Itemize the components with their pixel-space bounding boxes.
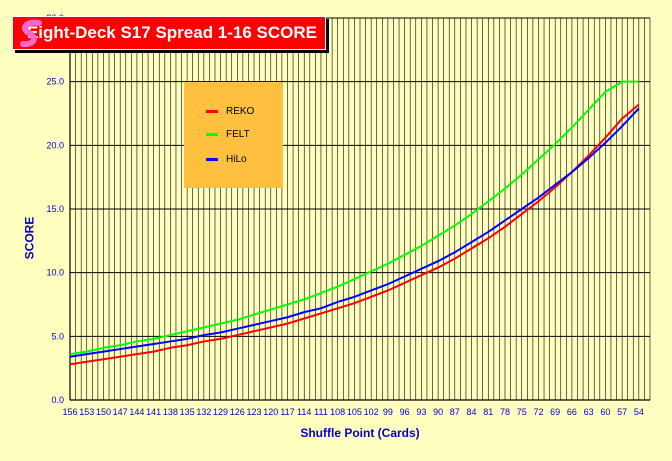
x-tick-label: 144 <box>129 407 144 417</box>
x-tick-label: 135 <box>180 407 195 417</box>
legend-label-hilo: HiLo <box>226 153 247 165</box>
legend: REKO FELT HiLo <box>184 82 283 188</box>
x-tick-label: 99 <box>383 407 393 417</box>
x-tick-label: 87 <box>450 407 460 417</box>
x-tick-label: 126 <box>230 407 245 417</box>
legend-item-felt: FELT <box>206 127 250 141</box>
y-tick-label: 10.0 <box>46 268 64 278</box>
x-tick-label: 105 <box>347 407 362 417</box>
x-tick-label: 102 <box>364 407 379 417</box>
x-axis-label: Shuffle Point (Cards) <box>300 426 420 440</box>
x-tick-label: 90 <box>433 407 443 417</box>
x-tick-label: 132 <box>196 407 211 417</box>
x-tick-label: 66 <box>567 407 577 417</box>
x-tick-label: 147 <box>113 407 128 417</box>
x-tick-label: 150 <box>96 407 111 417</box>
x-tick-label: 75 <box>517 407 527 417</box>
x-tick-label: 108 <box>330 407 345 417</box>
x-tick-label: 60 <box>600 407 610 417</box>
x-tick-label: 114 <box>297 407 311 417</box>
x-tick-label: 117 <box>280 407 294 417</box>
legend-label-reko: REKO <box>226 105 255 117</box>
chart-title-box: Eight-Deck S17 Spread 1-16 SCORE <box>12 16 326 50</box>
logo-icon <box>20 19 42 48</box>
x-tick-label: 156 <box>62 407 77 417</box>
x-tick-label: 129 <box>213 407 228 417</box>
x-tick-label: 120 <box>263 407 278 417</box>
x-tick-label: 54 <box>634 407 644 417</box>
legend-swatch-hilo <box>206 157 218 161</box>
x-tick-label: 72 <box>533 407 543 417</box>
y-tick-label: 25.0 <box>46 77 64 87</box>
x-tick-label: 96 <box>400 407 410 417</box>
legend-item-reko: REKO <box>206 104 254 118</box>
x-tick-label: 78 <box>500 407 510 417</box>
y-axis-label-box: SCORE <box>19 208 39 268</box>
x-tick-label: 81 <box>483 407 493 417</box>
x-tick-label: 153 <box>79 407 94 417</box>
series-line-hilo <box>69 107 640 358</box>
x-tick-label: 57 <box>617 407 627 417</box>
x-tick-label: 141 <box>146 407 161 417</box>
legend-swatch-felt <box>206 132 218 136</box>
x-tick-label: 63 <box>584 407 594 417</box>
series-line-reko <box>69 103 640 366</box>
y-tick-label: 5.0 <box>51 331 64 341</box>
x-tick-label: 69 <box>550 407 560 417</box>
x-tick-label: 123 <box>247 407 262 417</box>
legend-swatch-reko <box>206 109 218 113</box>
y-tick-label: 15.0 <box>46 204 64 214</box>
y-axis-label: SCORE <box>22 216 36 260</box>
legend-label-felt: FELT <box>226 128 250 140</box>
x-tick-label: 93 <box>416 407 426 417</box>
legend-item-hilo: HiLo <box>206 152 247 166</box>
x-tick-label: 111 <box>314 407 328 417</box>
y-tick-label: 20.0 <box>46 140 64 150</box>
x-tick-label: 84 <box>467 407 477 417</box>
y-tick-label: 0.0 <box>51 395 64 405</box>
chart-title: Eight-Deck S17 Spread 1-16 SCORE <box>26 23 317 42</box>
series-line-felt <box>69 80 639 356</box>
x-tick-label: 138 <box>163 407 178 417</box>
